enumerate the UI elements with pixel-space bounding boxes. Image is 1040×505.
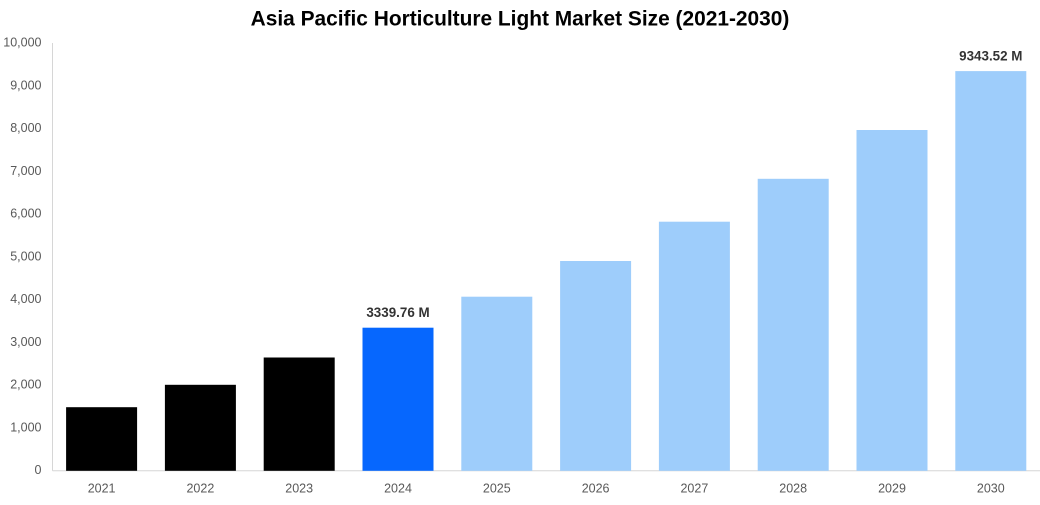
- svg-text:2027: 2027: [680, 482, 708, 496]
- svg-text:3,000: 3,000: [10, 335, 41, 349]
- svg-text:2023: 2023: [285, 482, 313, 496]
- svg-text:2,000: 2,000: [10, 378, 41, 392]
- svg-text:2026: 2026: [582, 482, 610, 496]
- svg-text:2025: 2025: [483, 482, 511, 496]
- svg-text:8,000: 8,000: [10, 121, 41, 135]
- svg-text:2022: 2022: [186, 482, 214, 496]
- svg-text:7,000: 7,000: [10, 164, 41, 178]
- svg-text:10,000: 10,000: [3, 36, 41, 50]
- svg-text:4,000: 4,000: [10, 292, 41, 306]
- svg-text:2021: 2021: [88, 482, 116, 496]
- svg-text:2024: 2024: [384, 482, 412, 496]
- svg-text:2028: 2028: [779, 482, 807, 496]
- svg-text:3339.76 M: 3339.76 M: [366, 305, 429, 320]
- svg-text:2029: 2029: [878, 482, 906, 496]
- svg-text:1,000: 1,000: [10, 420, 41, 434]
- svg-text:9,000: 9,000: [10, 78, 41, 92]
- svg-text:6,000: 6,000: [10, 207, 41, 221]
- svg-text:9343.52 M: 9343.52 M: [959, 49, 1022, 64]
- svg-text:Asia Pacific Horticulture Ligh: Asia Pacific Horticulture Light Market S…: [251, 7, 790, 30]
- svg-text:5,000: 5,000: [10, 249, 41, 263]
- svg-text:2030: 2030: [977, 482, 1005, 496]
- svg-text:0: 0: [35, 463, 42, 477]
